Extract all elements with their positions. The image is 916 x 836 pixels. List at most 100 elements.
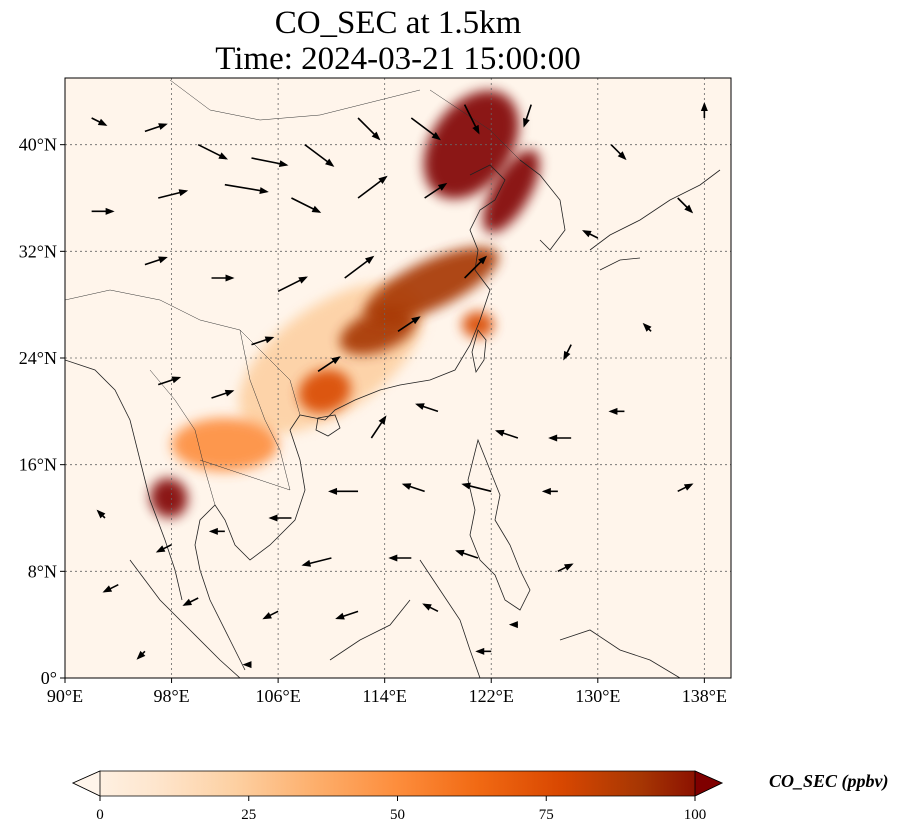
wind-arrow-head xyxy=(508,621,518,629)
wind-arrow xyxy=(262,610,279,620)
wind-arrow-head xyxy=(259,187,269,194)
wind-arrow xyxy=(677,483,694,493)
wind-arrow xyxy=(461,482,492,493)
wind-arrow xyxy=(277,276,308,293)
wind-arrow-head xyxy=(218,152,228,160)
wind-arrow xyxy=(608,407,625,415)
coastline-philippines xyxy=(467,438,531,611)
y-tick-label: 8°N xyxy=(28,561,57,581)
wind-arrow xyxy=(96,509,106,519)
wind-arrow xyxy=(251,157,289,168)
colorbar-extend-min xyxy=(72,770,101,797)
x-tick-label: 90°E xyxy=(47,686,83,706)
wind-arrow-head xyxy=(242,661,252,669)
wind-arrow-head xyxy=(208,527,218,535)
wind-arrow xyxy=(370,415,387,439)
wind-arrow xyxy=(557,563,574,573)
wind-arrow xyxy=(494,429,519,439)
wind-arrow xyxy=(157,376,182,386)
wind-arrow-head xyxy=(268,514,278,522)
wind-arrow xyxy=(91,207,115,215)
country-borders xyxy=(65,79,521,506)
wind-arrow xyxy=(91,117,108,126)
colorbar-bar xyxy=(72,770,723,797)
wind-arrow-head xyxy=(608,407,618,415)
colorbar-tick-label: 100 xyxy=(684,807,707,823)
wind-arrow-head xyxy=(422,603,432,611)
wind-arrow xyxy=(464,255,488,279)
wind-arrow-head xyxy=(700,102,708,111)
wind-arrow-head xyxy=(431,132,441,141)
y-tick-label: 32°N xyxy=(19,241,57,261)
wind-arrow xyxy=(155,543,172,553)
wind-arrow xyxy=(182,597,199,606)
colorbar: 0 25 50 75 100 CO_SEC (ppbv) xyxy=(72,770,889,823)
wind-arrow xyxy=(224,183,269,194)
coastline-sumatra xyxy=(129,559,241,678)
border-line xyxy=(169,79,421,121)
x-axis: 90°E 98°E 106°E 114°E 122°E 130°E 138°E xyxy=(47,678,727,706)
wind-arrow xyxy=(357,175,388,199)
coastline-korea xyxy=(519,159,566,251)
wind-arrow-head xyxy=(461,482,471,490)
wind-arrow xyxy=(700,102,708,118)
wind-arrow-head xyxy=(325,158,335,167)
x-tick-label: 106°E xyxy=(256,686,301,706)
wind-arrow xyxy=(582,230,599,239)
wind-arrow xyxy=(211,389,235,399)
wind-arrow xyxy=(475,647,492,655)
y-tick-label: 40°N xyxy=(19,135,57,155)
colorbar-tick-label: 50 xyxy=(390,807,405,823)
wind-arrow-head xyxy=(475,647,485,655)
coastline-indochina xyxy=(194,429,306,671)
wind-arrow-head xyxy=(494,429,505,437)
colorbar-ticks: 0 25 50 75 100 xyxy=(96,796,706,823)
wind-arrow-head xyxy=(684,204,694,214)
wind-arrow xyxy=(197,143,228,160)
wind-arrow xyxy=(424,182,448,199)
wind-arrow xyxy=(208,527,225,535)
coastline-china xyxy=(289,269,491,431)
wind-arrow xyxy=(328,487,359,495)
x-tick-label: 138°E xyxy=(682,686,727,706)
wind-arrow xyxy=(401,483,425,493)
wind-arrow-head xyxy=(378,175,388,184)
wind-arrow-head xyxy=(437,182,448,191)
wind-arrow-head xyxy=(331,356,341,365)
wind-arrow-head xyxy=(224,389,235,397)
colorbar-tick-label: 75 xyxy=(539,807,554,823)
co-plume xyxy=(482,149,540,233)
title-line-2: Time: 2024-03-21 15:00:00 xyxy=(215,41,581,77)
wind-arrow-head xyxy=(96,509,106,519)
wind-arrow xyxy=(563,344,572,361)
wind-arrow-head xyxy=(472,124,480,135)
coastline-hainan xyxy=(315,414,341,437)
wind-arrow-head xyxy=(328,487,338,495)
y-axis: 0° 8°N 16°N 24°N 32°N 40°N xyxy=(19,135,65,688)
wind-arrow xyxy=(144,123,168,133)
wind-arrow xyxy=(242,661,252,669)
wind-arrow xyxy=(463,104,480,135)
wind-arrow xyxy=(335,610,359,620)
wind-arrow-head xyxy=(311,205,322,213)
wind-arrow-head xyxy=(158,256,168,264)
wind-arrow xyxy=(144,256,168,266)
wind-arrow-head xyxy=(564,563,574,571)
wind-arrow xyxy=(410,117,441,141)
wind-arrow xyxy=(523,104,532,128)
wind-arrow xyxy=(158,189,189,199)
wind-arrow xyxy=(268,514,292,522)
x-tick-label: 98°E xyxy=(153,686,189,706)
wind-arrow xyxy=(415,403,439,413)
map-background xyxy=(65,78,731,678)
wind-arrow xyxy=(344,255,375,279)
co-plume xyxy=(150,478,188,518)
wind-arrow-head xyxy=(411,316,421,325)
x-tick-label: 114°E xyxy=(362,686,407,706)
colorbar-label: CO_SEC (ppbv) xyxy=(769,771,889,792)
wind-arrow-head xyxy=(225,274,235,282)
wind-arrow xyxy=(677,197,694,214)
colorbar-extend-max xyxy=(694,770,723,797)
border-line xyxy=(65,289,301,416)
